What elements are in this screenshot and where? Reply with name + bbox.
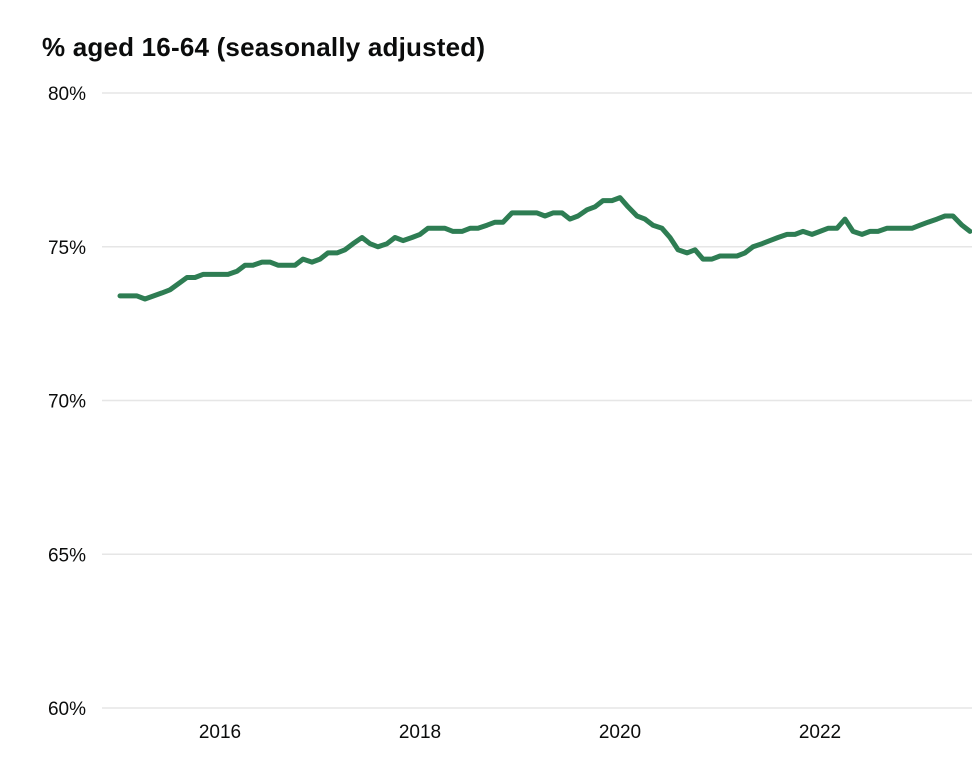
gridlines (102, 92, 972, 709)
y-tick-label: 80% (48, 84, 86, 105)
y-tick-label: 60% (48, 699, 86, 720)
x-tick-label: 2020 (599, 722, 641, 743)
y-axis-ticks: 60% 65% 70% 75% 80% (48, 84, 86, 720)
y-tick-label: 65% (48, 545, 86, 566)
series-line-0 (117, 195, 972, 302)
chart-title: % aged 16-64 (seasonally adjusted) (42, 32, 486, 62)
y-tick-label: 70% (48, 392, 86, 413)
x-tick-label: 2016 (199, 722, 241, 743)
y-tick-label: 75% (48, 238, 86, 259)
series-layer (117, 195, 972, 302)
x-tick-label: 2022 (799, 722, 841, 743)
x-tick-label: 2018 (399, 722, 441, 743)
x-axis-ticks: 2016 2018 2020 2022 (199, 722, 841, 743)
